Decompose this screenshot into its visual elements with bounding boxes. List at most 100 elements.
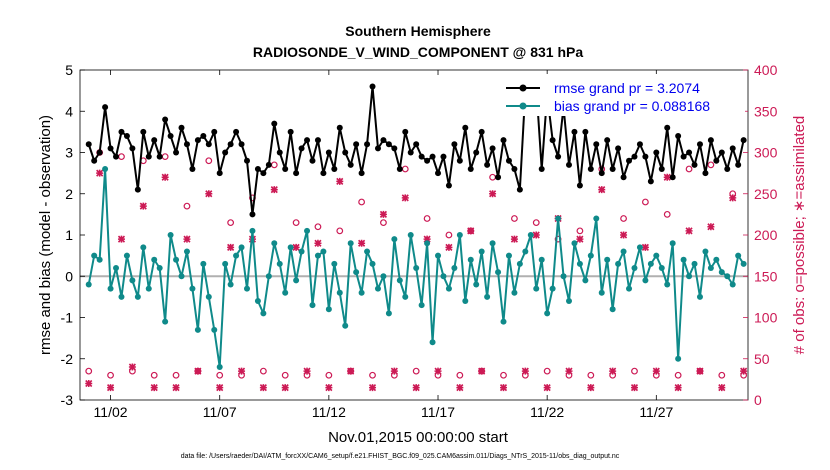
obs-possible-point [358, 198, 366, 206]
rmse-point [271, 120, 278, 127]
rmse-point [309, 157, 316, 164]
bias-point [587, 252, 594, 259]
rmse-point [331, 166, 338, 172]
rmse-point [358, 170, 365, 177]
bias-point [435, 252, 442, 259]
obs-assimilated-point [532, 231, 540, 239]
obs-assimilated-point [205, 190, 213, 198]
rmse-point [718, 149, 725, 156]
obs-possible-point [150, 371, 158, 379]
rmse-point [244, 157, 250, 164]
obs-possible-point [107, 371, 114, 379]
bias-point [200, 260, 207, 267]
obs-possible-point [325, 371, 333, 379]
obs-possible-point [259, 367, 267, 375]
obs-possible-point [412, 367, 420, 375]
bias-point [162, 318, 169, 325]
legend-box [498, 74, 745, 116]
obs-assimilated-point [314, 239, 322, 247]
bias-point [369, 260, 376, 267]
rmse-point [413, 141, 420, 148]
bias-point [418, 302, 425, 309]
obs-assimilated-point [412, 384, 420, 392]
bias-point [473, 281, 480, 288]
rmse-point [304, 137, 311, 144]
rmse-point [696, 141, 703, 148]
obs-assimilated-point [598, 186, 606, 194]
rmse-point [254, 166, 261, 172]
rmse-point [238, 141, 245, 148]
bias-point [118, 293, 125, 300]
obs-assimilated-point [270, 186, 278, 194]
bias-point [249, 227, 256, 234]
bias-point [189, 285, 196, 292]
bias-point [484, 293, 491, 300]
obs-possible-point [641, 198, 649, 206]
rmse-point [686, 149, 693, 156]
obs-assimilated-point [139, 202, 147, 210]
rmse-point [484, 161, 491, 168]
bias-point [740, 260, 747, 267]
bias-point [615, 260, 622, 267]
rmse-point [593, 141, 600, 148]
rmse-point [511, 166, 518, 172]
bias-point [314, 252, 321, 259]
rmse-point [740, 137, 747, 144]
rmse-point [167, 133, 174, 139]
obs-possible-point [314, 223, 322, 231]
obs-possible-point [511, 215, 518, 222]
rmse-point [669, 174, 676, 181]
obs-assimilated-point [478, 367, 486, 375]
bias-point [664, 281, 671, 288]
bias-point [593, 215, 600, 222]
obs-possible-point [172, 371, 180, 379]
obs-possible-point [587, 371, 595, 379]
bias-point [282, 289, 289, 296]
rmse-point [129, 145, 136, 152]
bias-point [145, 285, 152, 292]
obs-assimilated-point [543, 384, 551, 392]
bias-point [129, 277, 136, 284]
obs-assimilated-point [292, 243, 300, 251]
bias-point [309, 302, 316, 309]
rmse-point [664, 124, 671, 131]
obs-assimilated-point [729, 194, 737, 202]
bias-point [216, 364, 223, 370]
obs-assimilated-point [183, 235, 191, 243]
rmse-point [178, 124, 185, 131]
bias-point [576, 260, 583, 267]
bias-point [194, 326, 201, 333]
footer-datafile: data file: /Users/raeder/DAI/ATM_forcXX/… [181, 453, 620, 460]
obs-possible-point [674, 371, 682, 379]
rmse-point [495, 174, 502, 181]
obs-assimilated-point [150, 384, 158, 392]
obs-possible-point [281, 371, 289, 379]
rmse-point [227, 141, 234, 148]
obs-assimilated-point [85, 379, 93, 388]
obs-possible-point [380, 219, 387, 227]
bias-point [653, 252, 660, 259]
bias-point [260, 310, 267, 317]
obs-possible-point [336, 227, 344, 235]
bias-point [462, 298, 469, 304]
rmse-point [489, 145, 496, 152]
obs-assimilated-point [96, 169, 104, 177]
obs-assimilated-point [347, 367, 355, 375]
y2-tick-label: 250 [754, 186, 778, 202]
rmse-point [325, 149, 332, 156]
obs-assimilated-point [445, 243, 453, 251]
bias-point [445, 285, 452, 292]
obs-assimilated-point [510, 235, 518, 243]
obs-assimilated-point [663, 173, 671, 181]
y2-tick-label: 400 [754, 62, 778, 78]
bias-point [167, 232, 174, 238]
legend: rmse grand pr = 3.2074 bias grand pr = 0… [498, 74, 745, 116]
bias-point [227, 281, 234, 288]
bias-point [500, 318, 507, 325]
bias-point [571, 240, 578, 247]
rmse-point [162, 116, 169, 123]
obs-assimilated-point [358, 239, 366, 247]
rmse-point [604, 137, 611, 144]
bias-point [696, 293, 703, 300]
